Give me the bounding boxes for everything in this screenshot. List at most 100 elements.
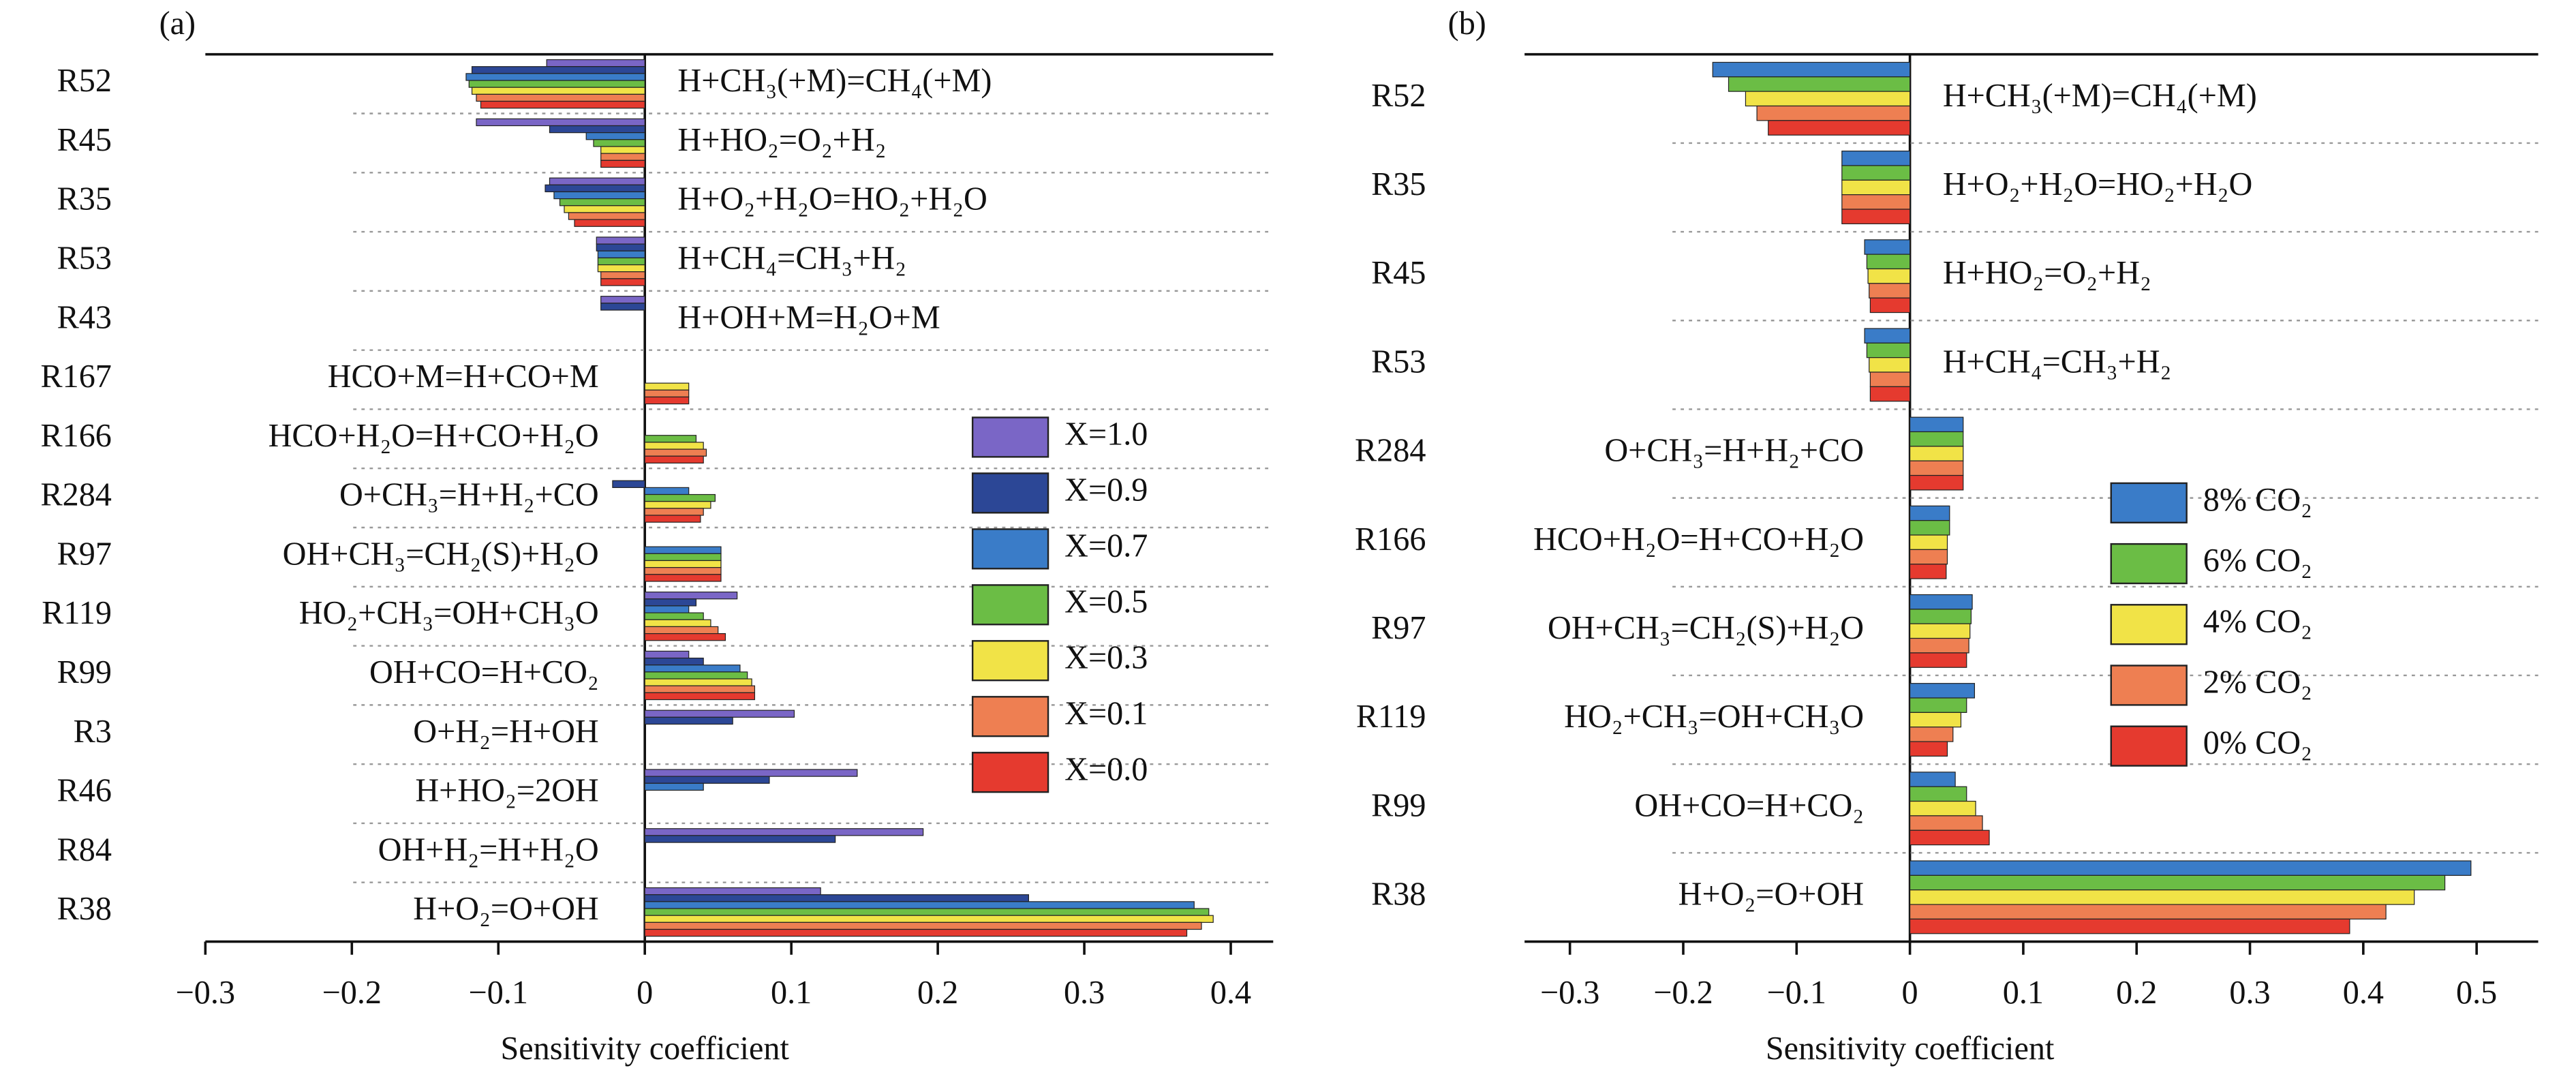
bar <box>644 560 722 568</box>
category-label: R45 <box>57 122 112 158</box>
bar <box>1910 460 1964 476</box>
bar <box>644 928 1188 937</box>
x-tick-label: 0.1 <box>771 975 812 1011</box>
bar <box>644 692 756 701</box>
bar <box>644 894 1029 902</box>
bar <box>1910 815 1983 831</box>
bar <box>644 396 690 405</box>
legend-swatch <box>2110 725 2188 767</box>
bar <box>1864 328 1911 344</box>
bar <box>644 671 748 680</box>
reaction-label: H+CH₄=CH₃+H₂ <box>677 241 906 277</box>
bar <box>559 198 645 207</box>
x-tick-label: −0.1 <box>1767 975 1826 1011</box>
legend-label: 4% CO₂ <box>2203 603 2312 639</box>
bar <box>644 901 1195 909</box>
category-label: R166 <box>40 418 111 454</box>
bar <box>644 650 690 659</box>
x-tick-label: 0.5 <box>2456 975 2497 1011</box>
bar <box>468 80 645 88</box>
reaction-label: HO₂+CH₃=OH+CH₃O <box>299 595 599 631</box>
bar <box>1841 165 1911 181</box>
category-label: R97 <box>1371 610 1426 646</box>
category-label: R99 <box>57 654 112 690</box>
bar <box>1910 712 1962 728</box>
category-label: R84 <box>57 832 112 868</box>
bar <box>1768 120 1911 136</box>
bar <box>1910 431 1964 447</box>
x-tick-label: 0 <box>637 975 653 1011</box>
reaction-label: OH+CO=H+CO₂ <box>1634 787 1864 823</box>
legend-swatch <box>971 528 1049 570</box>
legend-swatch <box>971 752 1049 793</box>
bar <box>600 278 645 286</box>
bar <box>1910 474 1964 491</box>
x-tick-label: 0.4 <box>2343 975 2384 1011</box>
legend-swatch <box>971 696 1049 737</box>
reaction-label: O+CH₃=H+H₂+CO <box>339 477 599 513</box>
category-label: R284 <box>40 477 111 513</box>
category-label: R97 <box>57 536 112 572</box>
bar <box>465 73 645 81</box>
bar <box>644 710 795 718</box>
bar <box>1910 741 1948 757</box>
bar <box>568 212 645 220</box>
bar <box>644 553 722 562</box>
bar <box>644 619 711 628</box>
bar <box>644 633 726 641</box>
legend-label: 8% CO₂ <box>2203 482 2312 518</box>
x-tick-label: 0.2 <box>917 975 958 1011</box>
bar <box>597 257 645 266</box>
bar <box>597 250 645 258</box>
bar <box>1869 283 1911 299</box>
bar <box>644 657 704 666</box>
bar <box>644 612 704 620</box>
bar <box>553 191 645 200</box>
bar <box>644 828 924 836</box>
reaction-label: O+H₂=H+OH <box>413 714 598 750</box>
reaction-label: H+CH₃(+M)=CH₄(+M) <box>677 63 992 99</box>
bar <box>600 159 645 168</box>
bar <box>1910 683 1976 699</box>
bar <box>1841 179 1911 196</box>
bar <box>1910 652 1967 668</box>
bar <box>1910 874 2446 891</box>
bar <box>644 835 836 843</box>
bar <box>1910 904 2387 920</box>
legend-swatch <box>971 640 1049 682</box>
bar <box>600 303 645 311</box>
bar <box>1910 534 1948 550</box>
legend-swatch <box>2110 482 2188 523</box>
bar <box>546 59 645 67</box>
bar <box>1910 549 1948 565</box>
bar <box>480 100 645 109</box>
x-tick-label: −0.3 <box>1540 975 1599 1011</box>
legend-label: X=0.3 <box>1064 639 1148 675</box>
bar <box>597 264 645 273</box>
bar <box>564 205 645 213</box>
bar <box>644 455 704 464</box>
bar <box>1869 297 1911 314</box>
bar <box>1910 623 1971 639</box>
category-label: R38 <box>57 891 112 927</box>
bar <box>644 598 697 607</box>
reaction-label: H+CH₃(+M)=CH₄(+M) <box>1943 78 2257 114</box>
bar <box>644 921 1202 930</box>
bar <box>644 769 858 777</box>
legend-label: X=0.0 <box>1064 751 1148 787</box>
bar <box>471 66 645 74</box>
category-label: R52 <box>57 63 112 99</box>
x-tick-label: −0.2 <box>322 975 382 1011</box>
bar <box>471 87 645 95</box>
bar <box>1712 61 1911 78</box>
bar <box>596 243 645 251</box>
category-label: R46 <box>57 773 112 809</box>
x-tick-label: 0.4 <box>1210 975 1251 1011</box>
bar <box>1910 609 1972 624</box>
bar <box>644 493 716 502</box>
category-label: R35 <box>57 181 112 217</box>
panel-label: (b) <box>1448 5 1486 42</box>
bar <box>644 574 722 582</box>
bar <box>644 626 719 635</box>
x-tick-label: 0.1 <box>2003 975 2044 1011</box>
